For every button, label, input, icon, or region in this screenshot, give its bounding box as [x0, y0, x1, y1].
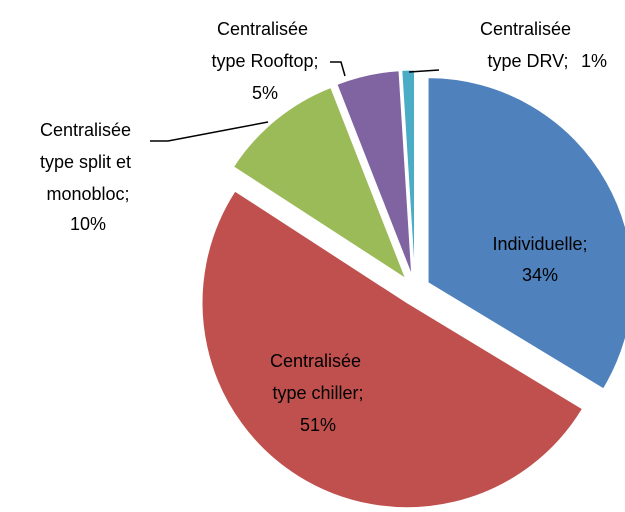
pie-slice	[232, 86, 407, 280]
leader-line	[408, 69, 440, 73]
label-line: type chiller;	[272, 383, 363, 403]
value-label: 10%	[70, 214, 106, 234]
leader-line	[330, 61, 346, 77]
category-label: Individuelle;	[492, 234, 587, 254]
pie-slice	[401, 69, 416, 276]
pie-slice	[336, 70, 413, 276]
category-label: Centralisée type chiller;	[270, 351, 366, 403]
pie	[201, 69, 625, 509]
label-line: type DRV;	[487, 51, 568, 71]
value-label: 5%	[252, 83, 278, 103]
label-line: Centralisée	[270, 351, 366, 371]
label-line: Centralisée	[40, 120, 136, 140]
category-label: Centralisée type DRV;	[480, 19, 576, 71]
label-line: Centralisée	[480, 19, 576, 39]
leader-line	[150, 121, 269, 142]
label-line: type split et	[40, 152, 136, 172]
value-label: 51%	[300, 415, 336, 435]
labels: Individuelle; 34% Centralisée type chiller…	[40, 19, 607, 435]
label-line: Centralisée	[217, 19, 313, 39]
category-label: Centralisée type split et monobloc;	[40, 120, 136, 204]
category-label: Centralisée type Rooftop;	[211, 19, 318, 71]
pie-slice	[201, 190, 584, 509]
label-line: monobloc;	[46, 184, 129, 204]
pie-slice	[427, 77, 625, 390]
value-label: 1%	[581, 51, 607, 71]
label-line: type Rooftop;	[211, 51, 318, 71]
label-line: Individuelle;	[492, 234, 587, 254]
value-label: 34%	[522, 265, 558, 285]
